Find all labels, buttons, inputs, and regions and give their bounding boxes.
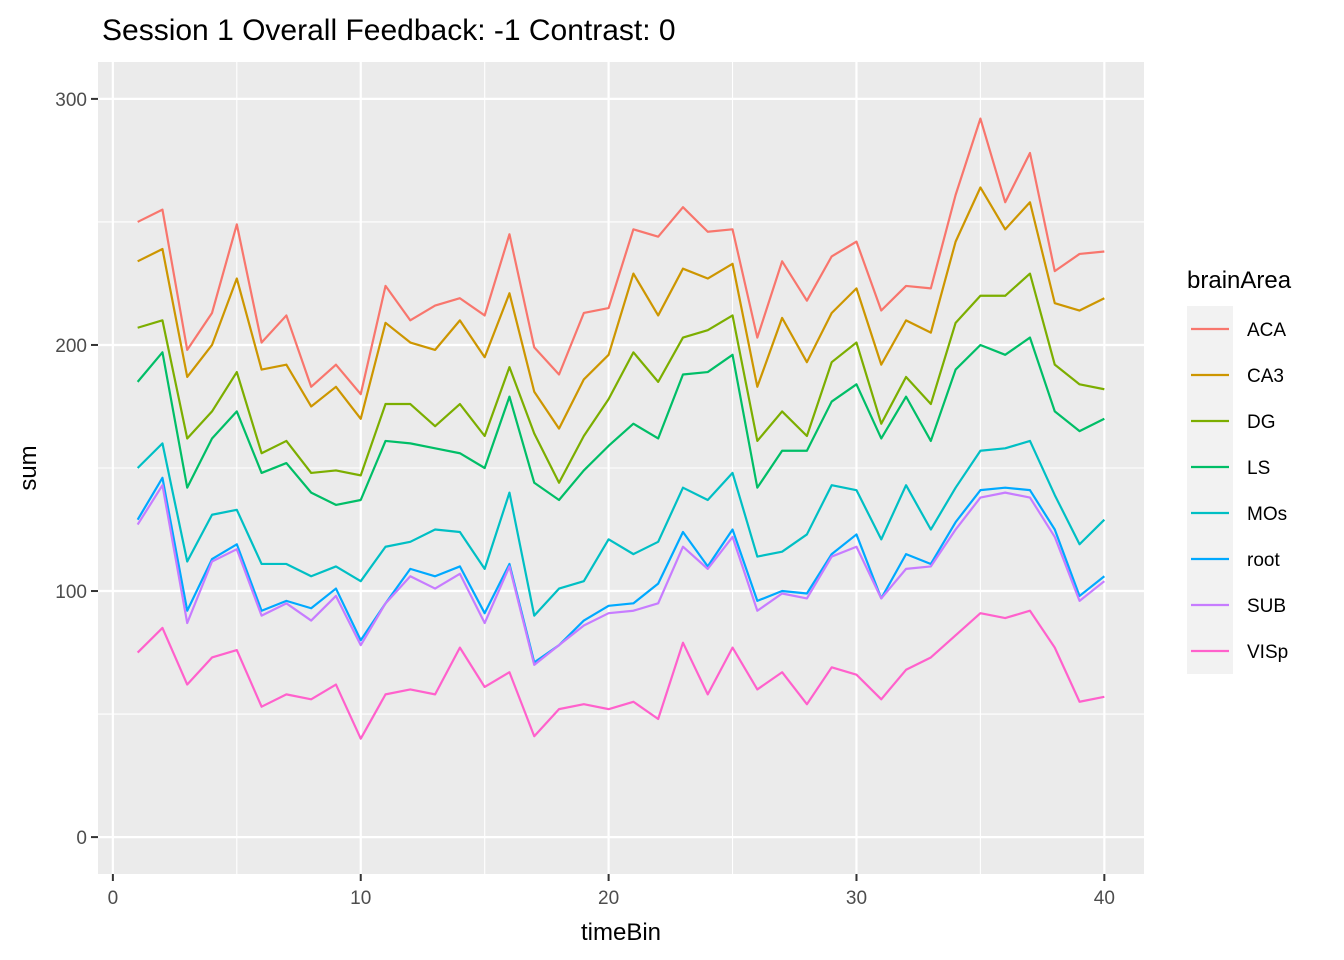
y-tick-labels: 0 100 200 300 (55, 90, 87, 849)
x-tick-label: 0 (108, 888, 119, 909)
x-axis-title: timeBin (581, 919, 661, 946)
series-lines (136, 117, 1106, 740)
y-tick-label: 0 (76, 828, 87, 849)
y-axis-title: sum (15, 445, 42, 490)
legend-label-dg: DG (1247, 412, 1276, 433)
series-line-root (136, 476, 1106, 664)
x-tick-label: 10 (350, 888, 371, 909)
series-line-sub (136, 484, 1106, 666)
y-tick-label: 100 (55, 582, 87, 603)
legend-label-mos: MOs (1247, 504, 1287, 525)
y-tick-label: 300 (55, 90, 87, 111)
series-line-dg (137, 272, 1105, 484)
legend-label-root: root (1247, 550, 1280, 571)
legend-label-sub: SUB (1247, 596, 1286, 617)
legend-label-ca3: CA3 (1247, 366, 1284, 387)
axis-ticks (91, 97, 1106, 881)
series-line-ca3 (137, 186, 1105, 430)
series-line-aca (137, 117, 1105, 396)
chart-title: Session 1 Overall Feedback: -1 Contrast:… (102, 14, 676, 47)
x-tick-labels: 0 10 20 30 40 (108, 888, 1115, 909)
legend-title: brainArea (1187, 267, 1292, 294)
x-tick-label: 20 (598, 888, 619, 909)
x-tick-label: 40 (1094, 888, 1115, 909)
y-tick-label: 200 (55, 336, 87, 357)
series-line-visp (136, 609, 1105, 740)
series-line-ls (136, 336, 1105, 507)
legend-label-aca: ACA (1247, 320, 1286, 341)
x-tick-label: 30 (846, 888, 867, 909)
grid-major (98, 62, 1144, 874)
legend-key-background (1187, 306, 1233, 674)
legend-label-ls: LS (1247, 458, 1270, 479)
legend: brainArea ACA CA3 DG LS MOs root SUB VISp (1187, 267, 1292, 674)
series-line-mos (136, 439, 1106, 617)
legend-label-visp: VISp (1247, 642, 1288, 663)
